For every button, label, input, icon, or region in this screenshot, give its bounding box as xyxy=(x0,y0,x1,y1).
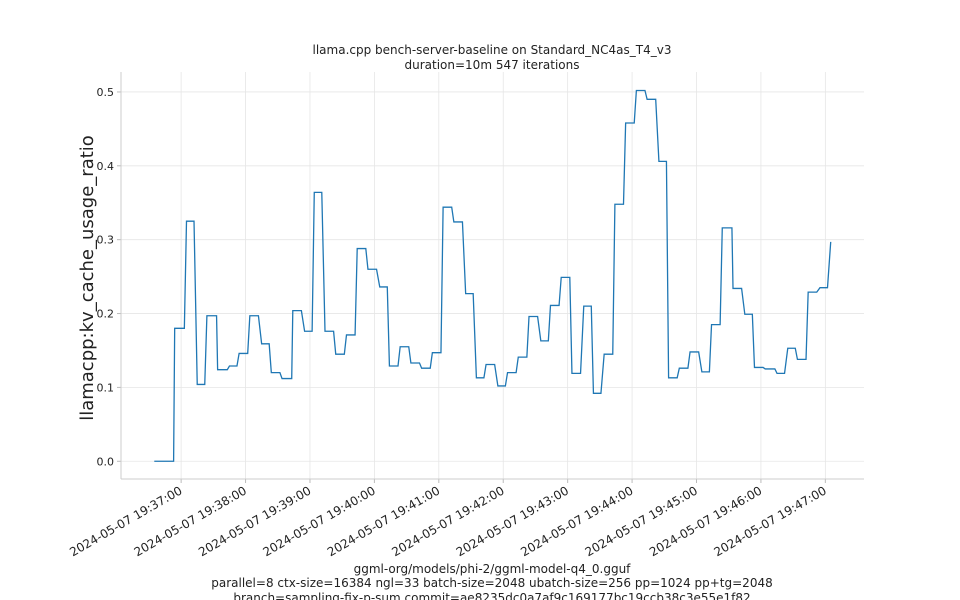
x-tick-label: 2024-05-07 19:46:00 xyxy=(647,483,764,559)
y-tick-label: 0.0 xyxy=(97,455,115,468)
x-tick-label: 2024-05-07 19:40:00 xyxy=(261,483,378,559)
x-tick-label: 2024-05-07 19:37:00 xyxy=(67,483,184,559)
x-axis-label: parallel=8 ctx-size=16384 ngl=33 batch-s… xyxy=(211,576,772,590)
x-tick-label: 2024-05-07 19:47:00 xyxy=(711,483,828,559)
chart-title: llama.cpp bench-server-baseline on Stand… xyxy=(313,43,672,57)
y-tick-label: 0.3 xyxy=(97,234,115,247)
x-tick-label: 2024-05-07 19:44:00 xyxy=(518,483,635,559)
y-axis-label: llamacpp:kv_cache_usage_ratio xyxy=(77,135,98,421)
x-tick-label: 2024-05-07 19:39:00 xyxy=(196,483,313,559)
y-tick-label: 0.1 xyxy=(97,381,115,394)
x-tick-label: 2024-05-07 19:43:00 xyxy=(454,483,571,559)
y-tick-label: 0.5 xyxy=(97,86,115,99)
x-tick-label: 2024-05-07 19:41:00 xyxy=(325,483,442,559)
x-tick-label: 2024-05-07 19:45:00 xyxy=(583,483,700,559)
series-line xyxy=(154,89,832,462)
x-axis-label: branch=sampling-fix-p-sum commit=ae8235d… xyxy=(233,591,750,600)
x-tick-label: 2024-05-07 19:38:00 xyxy=(132,483,249,559)
y-tick-label: 0.2 xyxy=(97,308,115,321)
chart-subtitle: duration=10m 547 iterations xyxy=(405,58,580,72)
x-tick-label: 2024-05-07 19:42:00 xyxy=(389,483,506,559)
x-axis-label: ggml-org/models/phi-2/ggml-model-q4_0.gg… xyxy=(354,562,632,576)
y-tick-label: 0.4 xyxy=(97,160,115,173)
